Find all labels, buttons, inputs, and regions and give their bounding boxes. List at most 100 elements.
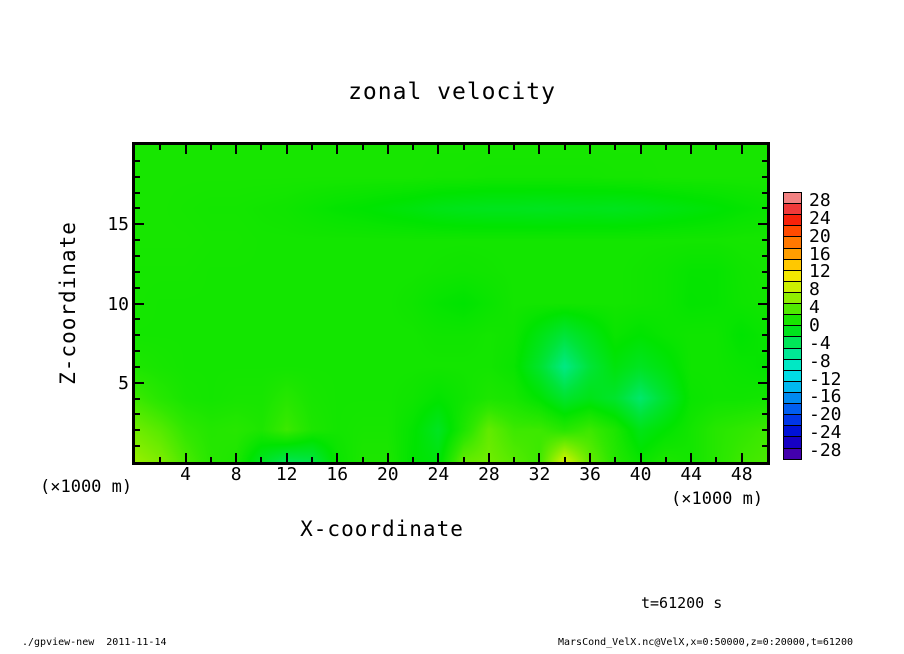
- colorbar-label: 28: [809, 189, 831, 211]
- x-tick-label: 16: [326, 464, 349, 485]
- x-tick-minor: [260, 145, 263, 150]
- time-annotation: t=61200 s: [641, 594, 723, 612]
- x-tick-major: [538, 453, 541, 462]
- x-tick-major: [740, 145, 743, 154]
- x-tick-minor: [563, 145, 566, 150]
- chart-title: zonal velocity: [348, 79, 556, 105]
- colorbar-label: 4: [809, 297, 820, 319]
- x-tick-major: [285, 145, 288, 154]
- z-tick-minor: [135, 365, 140, 368]
- z-tick-minor: [135, 286, 140, 289]
- x-tick-minor: [664, 145, 667, 150]
- x-tick-minor: [159, 457, 162, 462]
- x-tick-minor: [260, 457, 263, 462]
- colorbar-label: 20: [809, 225, 831, 247]
- x-tick-label: 28: [478, 464, 500, 485]
- x-tick-minor: [715, 145, 718, 150]
- x-tick-minor: [462, 457, 465, 462]
- z-tick-minor: [135, 318, 140, 321]
- colorbar-label: 24: [809, 207, 831, 229]
- z-tick-minor: [135, 159, 140, 162]
- x-tick-major: [285, 453, 288, 462]
- z-tick-minor: [135, 445, 140, 448]
- y-axis-units: (×1000 m): [40, 477, 133, 497]
- x-tick-minor: [310, 145, 313, 150]
- x-tick-major: [487, 145, 490, 154]
- z-tick-minor: [135, 350, 140, 353]
- colorbar-label: -12: [809, 368, 842, 390]
- z-tick-minor: [762, 207, 767, 210]
- y-axis-label: Z-coordinate: [56, 221, 80, 385]
- x-tick-label: 40: [629, 464, 652, 485]
- z-tick-minor: [135, 254, 140, 257]
- x-tick-major: [437, 453, 440, 462]
- x-tick-major: [740, 453, 743, 462]
- x-tick-major: [184, 145, 187, 154]
- x-tick-minor: [513, 145, 516, 150]
- x-tick-minor: [614, 145, 617, 150]
- x-tick-major: [487, 453, 490, 462]
- colorbar-label: 12: [809, 261, 831, 283]
- x-tick-major: [184, 453, 187, 462]
- footer-data-source: MarsCond_VelX.nc@VelX,x=0:50000,z=0:2000…: [557, 637, 853, 648]
- z-tick-minor: [762, 397, 767, 400]
- z-tick-label: 10: [107, 293, 129, 315]
- z-tick-minor: [135, 413, 140, 416]
- x-tick-minor: [563, 457, 566, 462]
- z-tick-minor: [135, 207, 140, 210]
- z-tick-major: [758, 223, 767, 226]
- plot-frame: [132, 142, 770, 465]
- x-tick-minor: [412, 145, 415, 150]
- x-tick-minor: [715, 457, 718, 462]
- x-tick-major: [690, 145, 693, 154]
- x-tick-label: 4: [180, 464, 191, 485]
- x-tick-label: 8: [230, 464, 242, 485]
- colorbar-label: -24: [809, 422, 842, 444]
- colorbar-label: -28: [809, 440, 842, 462]
- x-tick-major: [336, 453, 339, 462]
- z-tick-minor: [135, 429, 140, 432]
- z-tick-label: 5: [118, 372, 129, 394]
- x-tick-label: 20: [376, 464, 399, 485]
- x-tick-major: [589, 145, 592, 154]
- z-tick-major: [135, 381, 144, 384]
- z-tick-minor: [135, 397, 140, 400]
- colorbar-label: 16: [809, 243, 831, 265]
- z-tick-minor: [762, 270, 767, 273]
- x-tick-label: 48: [730, 464, 753, 485]
- z-tick-minor: [762, 365, 767, 368]
- z-tick-minor: [762, 159, 767, 162]
- x-tick-minor: [361, 145, 364, 150]
- z-tick-minor: [762, 175, 767, 178]
- footer-program-stamp: ./gpview-new 2011-11-14: [22, 637, 167, 648]
- x-tick-major: [639, 453, 642, 462]
- x-tick-major: [690, 453, 693, 462]
- x-tick-minor: [412, 457, 415, 462]
- z-tick-major: [758, 302, 767, 305]
- x-tick-major: [386, 453, 389, 462]
- x-tick-minor: [310, 457, 313, 462]
- x-axis-label: X-coordinate: [300, 517, 464, 541]
- x-axis-units: (×1000 m): [671, 489, 764, 509]
- x-tick-major: [437, 145, 440, 154]
- colorbar-label: -16: [809, 386, 842, 408]
- z-tick-label: 15: [107, 214, 129, 236]
- z-tick-minor: [135, 191, 140, 194]
- z-tick-major: [758, 381, 767, 384]
- x-tick-label: 32: [528, 464, 551, 485]
- z-tick-minor: [762, 429, 767, 432]
- x-tick-major: [538, 145, 541, 154]
- z-tick-minor: [135, 175, 140, 178]
- z-tick-major: [135, 302, 144, 305]
- z-tick-minor: [762, 413, 767, 416]
- z-tick-minor: [135, 334, 140, 337]
- colorbar-cell: [783, 447, 802, 461]
- x-tick-minor: [513, 457, 516, 462]
- z-tick-minor: [762, 191, 767, 194]
- x-tick-minor: [209, 457, 212, 462]
- x-tick-major: [235, 453, 238, 462]
- colorbar: [783, 192, 802, 461]
- z-tick-minor: [762, 254, 767, 257]
- colorbar-label: -20: [809, 404, 842, 426]
